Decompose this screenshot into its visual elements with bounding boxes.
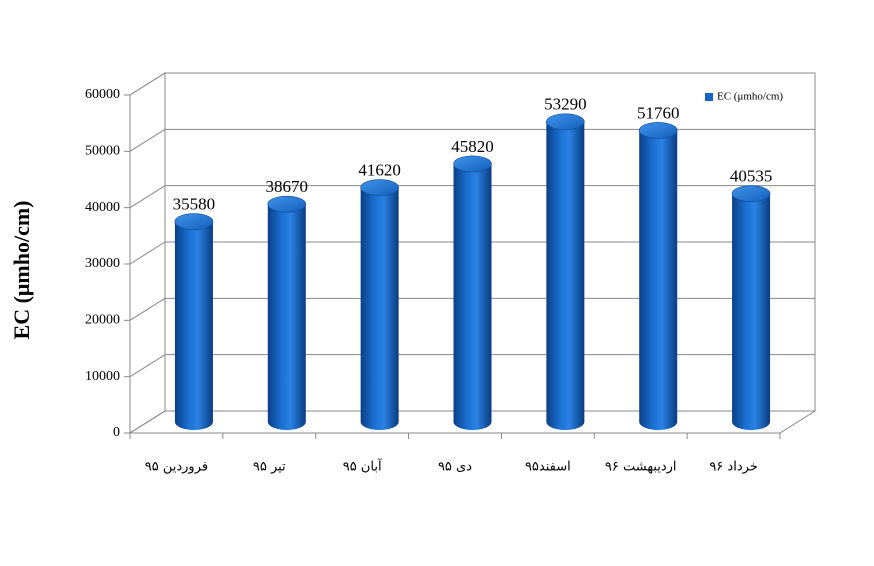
bar-cap: [360, 179, 399, 196]
value-label: 40535: [730, 167, 773, 186]
grid-line: [129, 72, 166, 96]
bar: [732, 185, 771, 430]
legend-label: EC (μmho/cm): [717, 91, 783, 103]
bar-cap: [174, 213, 214, 230]
bar: [546, 113, 585, 430]
bar-cap: [267, 195, 307, 213]
x-tick-label: دی ۹۵: [438, 460, 472, 475]
bar: [639, 122, 678, 430]
bar: [267, 196, 306, 430]
x-tick-label: خرداد ۹۶: [709, 460, 758, 475]
grid-line: [129, 354, 166, 378]
legend: EC (μmho/cm): [700, 87, 812, 107]
value-label: 38670: [266, 177, 309, 196]
y-axis-title: EC (μmho/cm): [9, 201, 34, 340]
value-label: 51760: [637, 103, 680, 122]
value-label: 53290: [544, 95, 587, 114]
bar-cap: [731, 185, 771, 202]
x-tick-label: اردیبهشت ۹۶: [605, 460, 677, 475]
y-tick-label: 50000: [85, 144, 120, 159]
y-tick-label: 30000: [85, 256, 120, 271]
y-tick-label: 60000: [85, 87, 120, 102]
bar: [453, 155, 492, 430]
grid-line: [129, 185, 166, 209]
value-label: 35580: [173, 194, 216, 213]
bar: [360, 179, 399, 430]
value-label: 41620: [358, 160, 401, 179]
x-tick-label: تیر ۹۵: [253, 460, 286, 475]
bar-cap: [453, 155, 492, 173]
y-tick-label: 0: [113, 425, 120, 440]
y-tick-label: 20000: [85, 313, 120, 328]
bar-cap: [546, 113, 585, 131]
x-tick-label: فروردین ۹۵: [145, 460, 208, 475]
legend-swatch: [705, 93, 713, 101]
grid-line: [129, 410, 166, 434]
grid-line: [129, 128, 166, 152]
y-tick-label: 10000: [85, 369, 120, 384]
value-label: 45820: [451, 137, 494, 156]
grid-line: [129, 241, 166, 265]
grid-line: [129, 297, 166, 321]
bar-cap: [638, 122, 678, 139]
x-tick-label: آبان ۹۵: [343, 458, 383, 475]
bar: [174, 213, 213, 430]
y-tick-label: 40000: [85, 200, 120, 215]
x-tick-label: اسفند۹۵: [525, 460, 571, 475]
legend-box: [700, 87, 812, 107]
